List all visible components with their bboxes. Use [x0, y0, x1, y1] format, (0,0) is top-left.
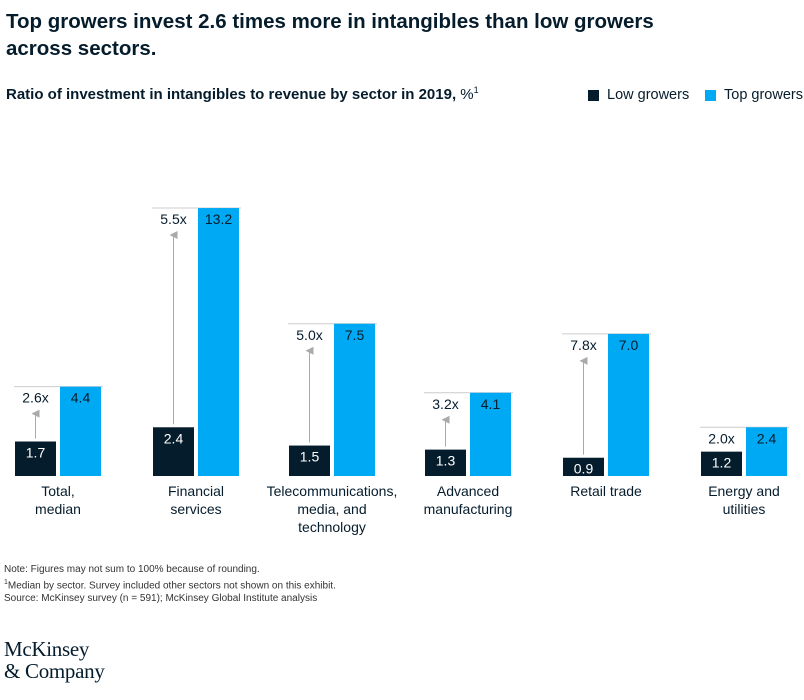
footnote-median: 1Median by sector. Survey included other…: [4, 576, 336, 592]
bar-low-growers: [563, 457, 604, 476]
bar-low-growers: [153, 427, 194, 476]
bar-low-growers: [15, 441, 56, 476]
bar-label-top: 4.4: [71, 390, 91, 406]
bar-label-top: 4.1: [481, 396, 501, 412]
bar-top-growers: [470, 392, 511, 476]
bar-top-growers: [60, 386, 101, 476]
bar-label-low: 0.9: [574, 461, 594, 477]
multiplier-label: 5.5x: [160, 211, 186, 227]
category-label: Telecommunications,: [267, 483, 398, 499]
multiplier-label: 7.8x: [570, 337, 596, 353]
category-label: technology: [298, 519, 366, 535]
bar-label-low: 1.2: [712, 455, 732, 471]
bar-top-growers: [746, 427, 787, 476]
legend-top-growers: Top growers: [705, 87, 803, 103]
bar-top-growers: [334, 323, 375, 476]
category-label: utilities: [723, 501, 766, 517]
legend-low-label: Low growers: [607, 87, 690, 103]
category-label: media, and: [297, 501, 366, 517]
bar-top-growers: [608, 333, 649, 476]
category-label: Retail trade: [570, 483, 642, 499]
bar-label-top: 7.5: [345, 327, 365, 343]
logo-line-2: & Company: [4, 659, 105, 683]
bar-label-low: 1.7: [26, 444, 46, 460]
subtitle-unit: %: [460, 86, 474, 103]
bar-low-growers: [701, 451, 742, 476]
category-label: median: [35, 501, 81, 517]
footnotes: Note: Figures may not sum to 100% becaus…: [4, 563, 336, 605]
legend-low-growers: Low growers: [588, 87, 689, 103]
category-label: manufacturing: [424, 501, 513, 517]
bar-low-growers: [289, 445, 330, 476]
footnote-source: Source: McKinsey survey (n = 591); McKin…: [4, 593, 318, 605]
multiplier-label: 2.6x: [22, 390, 48, 406]
bar-label-low: 2.4: [164, 430, 184, 446]
chart-subtitle: Ratio of investment in intangibles to re…: [6, 85, 479, 103]
category-label: Financial: [168, 483, 224, 499]
mckinsey-logo: McKinsey & Company: [4, 638, 105, 682]
subtitle-text: Ratio of investment in intangibles to re…: [6, 86, 457, 103]
footnote-median-text: Median by sector. Survey included other …: [7, 580, 336, 592]
footnote-median-marker: 1: [4, 579, 8, 586]
legend-top-label: Top growers: [724, 87, 803, 103]
subtitle-footnote-marker: 1: [473, 85, 479, 95]
legend-low-swatch: [588, 89, 599, 101]
bar-label-low: 1.5: [300, 449, 320, 465]
category-label: Advanced: [437, 483, 499, 499]
category-label: Energy and: [708, 483, 780, 499]
footnote-rounding: Note: Figures may not sum to 100% becaus…: [4, 564, 260, 575]
chart-title: Top growers invest 2.6 times more in int…: [6, 10, 654, 60]
bar-chart: 1.7 4.4 2.6x Total, median 2.4 13.2 5.5x Financi…: [14, 207, 789, 535]
multiplier-label: 5.0x: [296, 327, 322, 343]
logo-line-1: McKinsey: [4, 637, 90, 661]
bar-label-top: 13.2: [205, 211, 232, 227]
bar-low-growers: [425, 449, 466, 476]
category-label: Total,: [41, 483, 74, 499]
bar-label-top: 2.4: [757, 430, 777, 446]
bar-label-low: 1.3: [436, 453, 456, 469]
legend-top-swatch: [705, 89, 716, 101]
multiplier-label: 3.2x: [432, 396, 458, 412]
category-label: services: [170, 501, 221, 517]
bar-top-growers: [198, 208, 239, 476]
bar-label-top: 7.0: [619, 337, 639, 353]
multiplier-label: 2.0x: [708, 430, 734, 446]
